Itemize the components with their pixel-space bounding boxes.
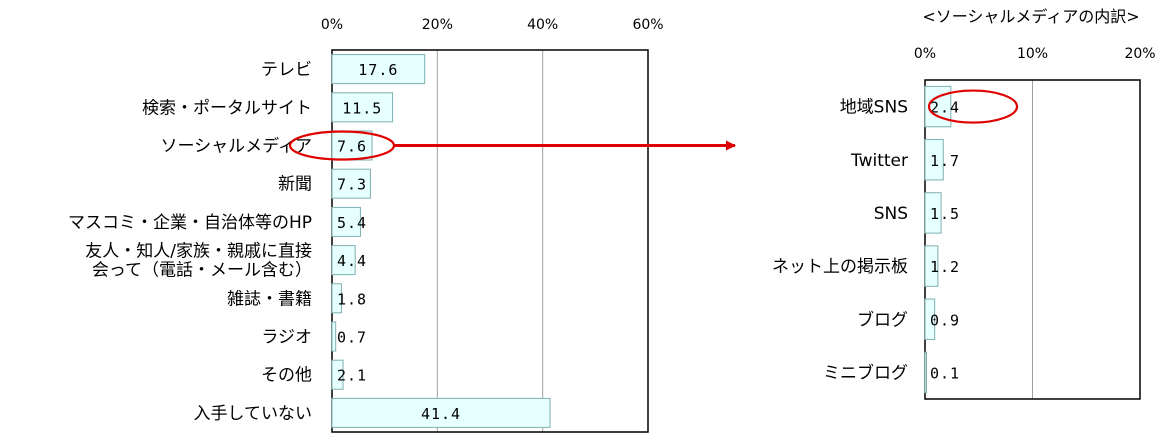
chart-title: <ソーシャルメディアの内訳> xyxy=(922,7,1139,26)
data-label: 0.9 xyxy=(930,311,960,329)
data-label: 1.2 xyxy=(930,258,960,276)
category-label: 会って（電話・メール含む） xyxy=(92,261,312,281)
data-label: 5.4 xyxy=(337,214,367,232)
data-label: 17.6 xyxy=(358,61,398,79)
category-label: ネット上の掲示板 xyxy=(772,257,908,277)
data-label: 11.5 xyxy=(342,99,382,117)
data-label: 7.3 xyxy=(337,176,367,194)
x-tick-label: 20% xyxy=(422,17,453,33)
bar xyxy=(924,192,942,234)
data-label: 41.4 xyxy=(421,405,461,423)
bar xyxy=(924,139,944,181)
data-label: 1.7 xyxy=(930,152,960,170)
data-label: 7.6 xyxy=(337,138,367,156)
x-tick-label: 0% xyxy=(321,17,343,33)
category-label: 友人・知人/家族・親戚に直接 xyxy=(85,242,312,262)
data-label: 0.1 xyxy=(930,364,960,382)
x-tick-label: 60% xyxy=(632,17,663,33)
category-label: ラジオ xyxy=(261,328,312,348)
x-tick-label: 40% xyxy=(527,17,558,33)
bar xyxy=(331,206,361,237)
category-label: 検索・ポータルサイト xyxy=(142,98,312,118)
bar xyxy=(331,397,551,428)
bar xyxy=(924,298,936,340)
bar xyxy=(331,130,373,161)
main-bar-chart: 0% 20% 40% 60% 17.6 テレビ 11.5 検索・ポータルサイト 7.6 ソーシャル… xyxy=(68,17,664,433)
category-label: その他 xyxy=(261,366,312,386)
bar xyxy=(331,245,356,276)
annotation-layer xyxy=(288,89,1019,161)
category-label: ミニブログ xyxy=(823,362,908,383)
plot-frame xyxy=(924,79,1141,400)
bar xyxy=(331,283,342,314)
bar xyxy=(924,245,939,287)
data-label: 2.4 xyxy=(930,99,960,117)
data-label: 0.7 xyxy=(337,329,367,347)
bar xyxy=(924,351,927,394)
category-label: ソーシャルメディア xyxy=(161,136,312,157)
category-label: テレビ xyxy=(261,60,312,80)
category-label: 雑誌・書籍 xyxy=(227,289,312,309)
data-label: 1.8 xyxy=(337,290,367,308)
bar xyxy=(331,359,344,390)
x-tick-label: 20% xyxy=(1124,46,1155,62)
plot-frame xyxy=(331,49,649,433)
category-label: SNS xyxy=(874,204,908,224)
data-label: 4.4 xyxy=(337,252,367,270)
x-tick-label: 10% xyxy=(1017,46,1048,62)
highlight-ellipse xyxy=(927,89,1019,124)
data-label: 2.1 xyxy=(337,367,367,385)
data-label: 1.5 xyxy=(930,205,960,223)
bar xyxy=(331,168,371,199)
category-label: マスコミ・企業・自治体等のHP xyxy=(68,213,312,233)
breakdown-bar-chart: 0% 10% 20% 2.4 地域SNS 1.7 Twitter 1.5 SNS 1.2 ネット上の… xyxy=(772,46,1156,400)
x-tick-label: 0% xyxy=(914,46,936,62)
bar xyxy=(331,321,337,352)
category-label: 地域SNS xyxy=(840,98,908,118)
bar xyxy=(331,54,426,85)
bar xyxy=(331,92,394,123)
category-label: ブログ xyxy=(857,309,908,330)
category-label: 新聞 xyxy=(278,175,312,195)
category-label: Twitter xyxy=(850,151,908,171)
category-label: 入手していない xyxy=(194,404,313,424)
